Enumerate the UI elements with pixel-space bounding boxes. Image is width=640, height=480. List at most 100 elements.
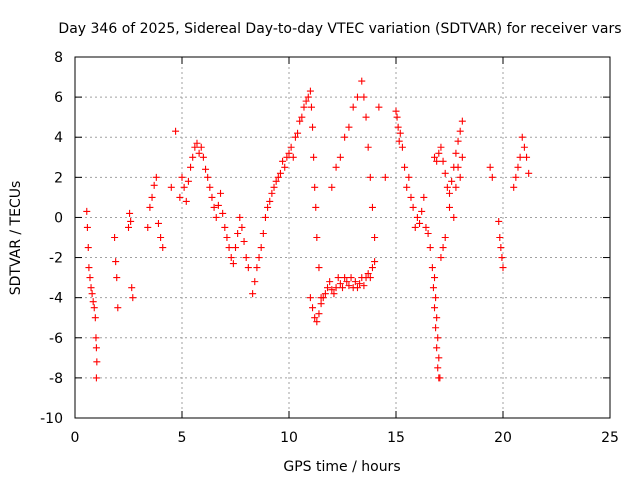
data-point bbox=[274, 173, 282, 181]
x-axis-tick-labels: 0 5 10 15 20 25 bbox=[71, 430, 619, 446]
data-point bbox=[420, 193, 428, 201]
data-point bbox=[345, 282, 353, 290]
data-point bbox=[83, 223, 91, 231]
data-point bbox=[439, 244, 447, 252]
data-point bbox=[510, 183, 518, 191]
data-point bbox=[225, 244, 233, 252]
data-point bbox=[191, 143, 199, 151]
data-point bbox=[208, 193, 216, 201]
y-tick-label: 6 bbox=[54, 90, 63, 106]
data-point bbox=[434, 364, 442, 372]
data-point bbox=[315, 264, 323, 272]
data-point bbox=[172, 127, 180, 135]
y-tick-label: 2 bbox=[54, 170, 63, 186]
data-point bbox=[87, 284, 95, 292]
data-point bbox=[411, 223, 419, 231]
data-point bbox=[441, 169, 449, 177]
data-point bbox=[393, 113, 401, 121]
data-point bbox=[360, 282, 368, 290]
data-point bbox=[439, 157, 447, 165]
data-point bbox=[498, 254, 506, 262]
data-point bbox=[238, 223, 246, 231]
data-point bbox=[441, 234, 449, 241]
data-point bbox=[221, 223, 229, 231]
data-point bbox=[311, 183, 319, 191]
data-point bbox=[495, 217, 503, 225]
data-point bbox=[525, 169, 533, 177]
data-point bbox=[84, 244, 92, 252]
data-point bbox=[91, 314, 99, 322]
data-point bbox=[371, 234, 379, 241]
data-point bbox=[312, 203, 320, 211]
data-point bbox=[407, 193, 415, 201]
data-point bbox=[328, 286, 336, 294]
data-point bbox=[499, 264, 507, 272]
data-point bbox=[92, 374, 100, 382]
data-point bbox=[433, 344, 441, 352]
data-point bbox=[446, 203, 453, 211]
data-point bbox=[150, 181, 158, 189]
data-point bbox=[310, 153, 318, 161]
data-point bbox=[212, 213, 220, 221]
data-point bbox=[433, 157, 441, 165]
data-point bbox=[426, 244, 434, 252]
data-point bbox=[401, 163, 409, 171]
data-point bbox=[300, 103, 308, 111]
plot-frame bbox=[74, 56, 611, 419]
data-point bbox=[437, 143, 445, 151]
data-point bbox=[347, 274, 355, 282]
data-point bbox=[413, 213, 421, 221]
data-point bbox=[283, 153, 291, 161]
data-point bbox=[512, 173, 520, 181]
data-markers bbox=[83, 77, 533, 382]
y-axis-label: SDTVAR / TECUs bbox=[8, 181, 24, 296]
data-point bbox=[456, 173, 464, 181]
data-point bbox=[309, 304, 317, 312]
data-point bbox=[159, 244, 167, 252]
data-point bbox=[339, 284, 346, 292]
data-point bbox=[450, 213, 458, 221]
y-axis-tick-labels: 8 6 4 2 0 -2 -4 -6 -8 -10 bbox=[40, 50, 63, 427]
data-point bbox=[328, 183, 336, 191]
data-point bbox=[353, 93, 361, 101]
data-point bbox=[88, 290, 96, 298]
data-point bbox=[214, 201, 222, 209]
data-point bbox=[360, 93, 368, 101]
data-point bbox=[157, 234, 165, 241]
data-point bbox=[336, 153, 344, 161]
data-point bbox=[306, 87, 314, 95]
data-point bbox=[114, 304, 122, 312]
data-point bbox=[424, 229, 432, 237]
data-point bbox=[351, 278, 359, 286]
data-point bbox=[448, 177, 456, 185]
data-point bbox=[219, 209, 227, 217]
data-point bbox=[206, 183, 214, 191]
data-point bbox=[125, 223, 132, 231]
data-point bbox=[187, 163, 195, 171]
y-tick-label: 0 bbox=[54, 210, 63, 226]
data-point bbox=[276, 169, 284, 177]
data-point bbox=[324, 284, 332, 292]
data-point bbox=[454, 137, 462, 145]
data-point bbox=[486, 163, 494, 171]
data-point bbox=[313, 234, 321, 241]
data-point bbox=[302, 97, 310, 105]
data-point bbox=[458, 153, 466, 161]
data-point bbox=[178, 173, 186, 181]
x-axis-label: GPS time / hours bbox=[283, 459, 400, 475]
data-point bbox=[227, 254, 235, 262]
data-point bbox=[356, 280, 364, 288]
data-point bbox=[431, 153, 439, 161]
data-point bbox=[176, 193, 184, 201]
y-tick-label: -2 bbox=[49, 251, 63, 267]
data-point bbox=[199, 153, 207, 161]
data-point bbox=[496, 234, 504, 241]
data-point bbox=[432, 294, 440, 302]
data-point bbox=[405, 173, 413, 181]
chart-title: Day 346 of 2025, Sidereal Day-to-day VTE… bbox=[58, 21, 621, 37]
data-point bbox=[236, 213, 244, 221]
data-point bbox=[268, 189, 276, 197]
data-point bbox=[223, 234, 231, 241]
y-tick-label: -4 bbox=[49, 291, 63, 307]
data-point bbox=[244, 264, 252, 272]
